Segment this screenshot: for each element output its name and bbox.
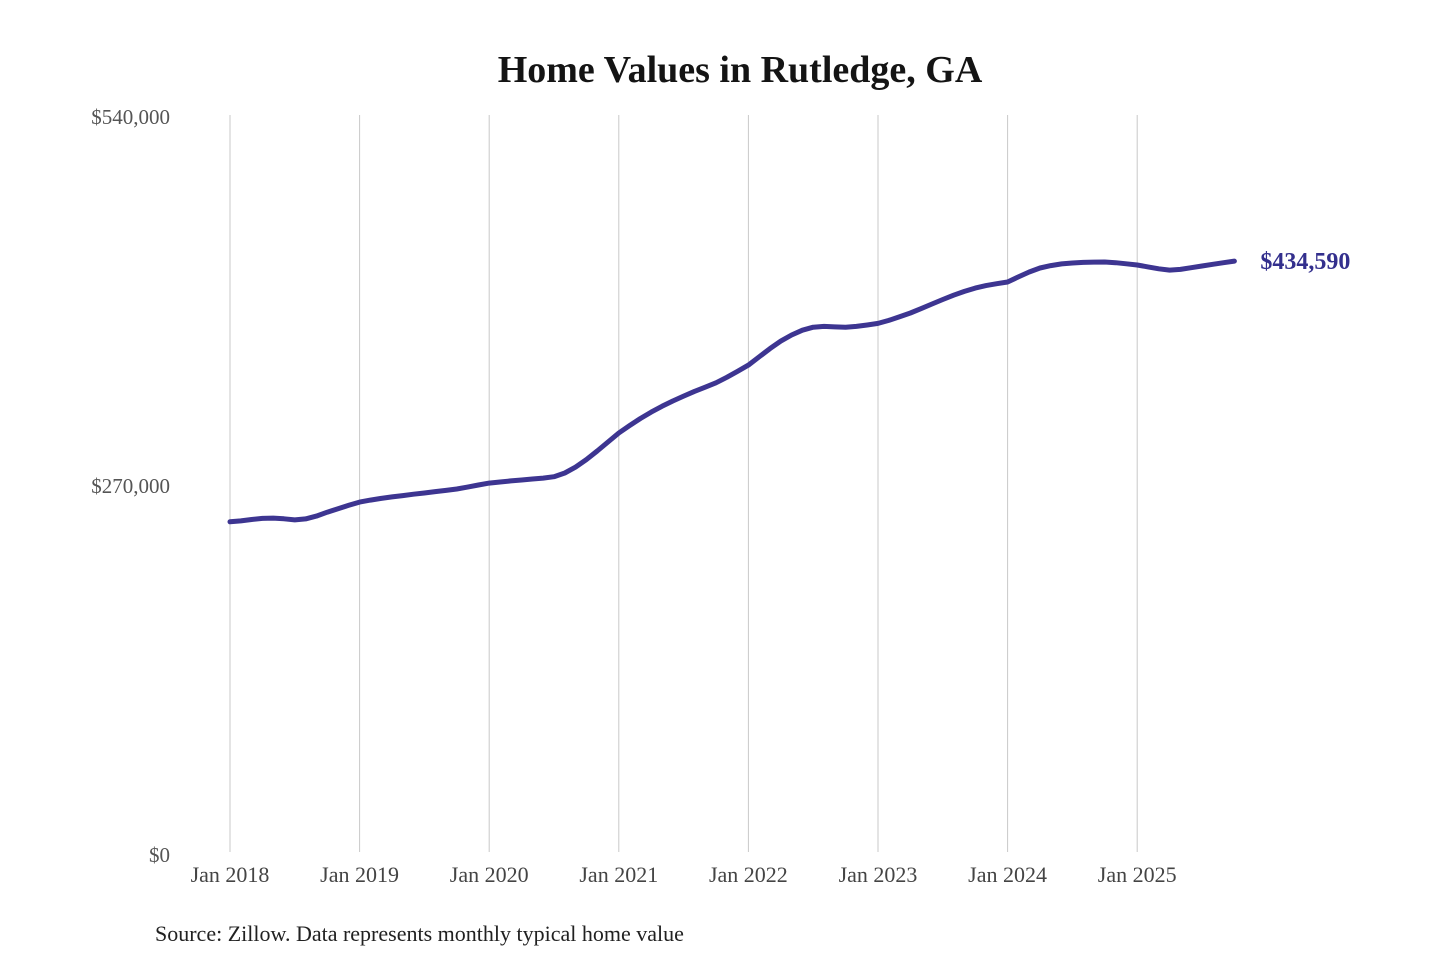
y-tick-label: $0: [149, 843, 170, 867]
x-axis-tick-labels: Jan 2018 Jan 2019 Jan 2020 Jan 2021 Jan 2022…: [191, 862, 1177, 887]
x-tick-label: Jan 2019: [320, 862, 399, 887]
vertical-gridlines: [229, 115, 1138, 852]
home-value-line-series: [227, 258, 1237, 525]
y-tick-label: $540,000: [91, 105, 170, 129]
x-tick-label: Jan 2018: [191, 862, 270, 887]
y-tick-label: $270,000: [91, 474, 170, 498]
x-tick-label: Jan 2025: [1098, 862, 1177, 887]
y-axis-tick-labels: $540,000 $270,000 $0: [91, 105, 170, 867]
x-tick-label: Jan 2023: [839, 862, 918, 887]
x-tick-label: Jan 2020: [450, 862, 529, 887]
latest-value-label: $434,590: [1260, 249, 1350, 275]
source-note: Source: Zillow. Data represents monthly …: [155, 921, 684, 946]
x-tick-label: Jan 2024: [968, 862, 1047, 887]
chart-title: Home Values in Rutledge, GA: [498, 49, 983, 91]
x-tick-label: Jan 2022: [709, 862, 788, 887]
x-tick-label: Jan 2021: [579, 862, 658, 887]
